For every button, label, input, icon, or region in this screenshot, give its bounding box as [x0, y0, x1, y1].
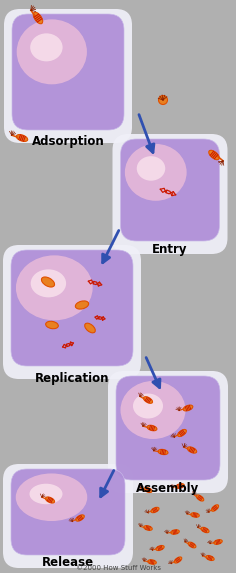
Ellipse shape [151, 507, 159, 513]
FancyBboxPatch shape [11, 250, 133, 366]
Ellipse shape [143, 397, 152, 403]
Text: ©2000 How Stuff Works: ©2000 How Stuff Works [76, 565, 160, 571]
Ellipse shape [178, 429, 186, 437]
Ellipse shape [171, 529, 179, 534]
Ellipse shape [147, 425, 157, 431]
FancyBboxPatch shape [12, 14, 124, 130]
Ellipse shape [159, 96, 168, 104]
Ellipse shape [75, 301, 89, 309]
Ellipse shape [144, 525, 152, 531]
Ellipse shape [206, 555, 214, 560]
Text: Replication: Replication [35, 372, 109, 385]
Ellipse shape [76, 515, 84, 521]
Ellipse shape [125, 144, 187, 201]
Ellipse shape [196, 495, 204, 501]
Ellipse shape [148, 560, 156, 564]
Ellipse shape [17, 19, 87, 84]
Ellipse shape [30, 33, 63, 61]
Ellipse shape [31, 269, 66, 297]
Ellipse shape [209, 150, 219, 160]
Ellipse shape [144, 488, 152, 493]
Ellipse shape [158, 449, 168, 454]
Ellipse shape [176, 484, 184, 488]
FancyBboxPatch shape [11, 469, 125, 555]
Ellipse shape [16, 135, 28, 142]
FancyBboxPatch shape [3, 464, 133, 568]
Text: Release: Release [42, 556, 94, 569]
FancyBboxPatch shape [108, 371, 228, 493]
Ellipse shape [201, 527, 209, 533]
Ellipse shape [137, 156, 165, 180]
Text: Assembly: Assembly [136, 482, 200, 495]
Ellipse shape [42, 277, 55, 287]
FancyBboxPatch shape [116, 376, 220, 480]
Ellipse shape [211, 505, 219, 511]
FancyBboxPatch shape [4, 9, 132, 143]
Text: Entry: Entry [152, 243, 188, 256]
Ellipse shape [188, 542, 196, 548]
Ellipse shape [121, 381, 185, 439]
Ellipse shape [156, 545, 164, 551]
Ellipse shape [214, 540, 222, 544]
FancyBboxPatch shape [3, 245, 141, 379]
Ellipse shape [46, 321, 58, 329]
Ellipse shape [183, 405, 193, 411]
Ellipse shape [133, 394, 163, 418]
Ellipse shape [46, 497, 55, 503]
Ellipse shape [33, 12, 43, 23]
Ellipse shape [30, 484, 63, 504]
Ellipse shape [85, 323, 95, 333]
Ellipse shape [16, 473, 87, 521]
Ellipse shape [174, 557, 182, 563]
Ellipse shape [16, 256, 93, 320]
Text: Adsorption: Adsorption [32, 135, 104, 148]
FancyBboxPatch shape [113, 134, 228, 254]
Ellipse shape [191, 513, 199, 517]
Ellipse shape [187, 447, 197, 453]
FancyBboxPatch shape [121, 139, 219, 241]
